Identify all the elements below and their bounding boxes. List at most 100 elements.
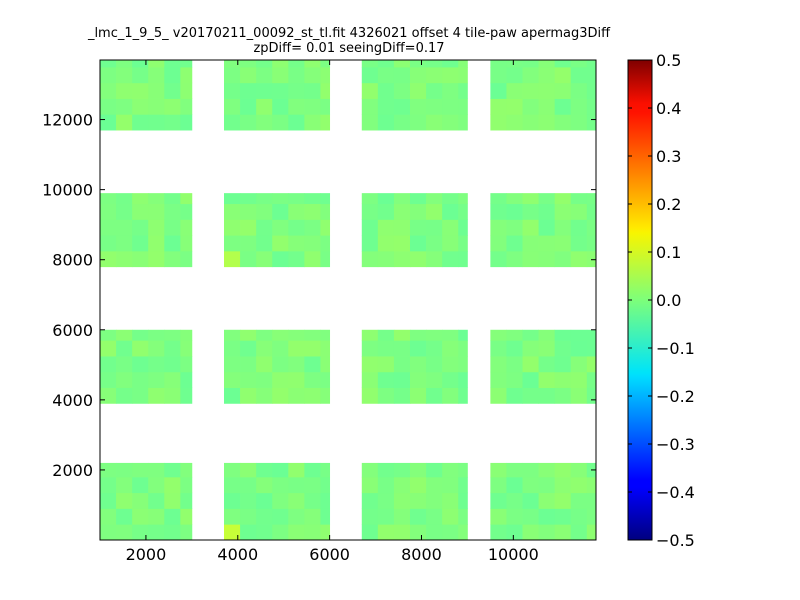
heatmap-cell — [256, 114, 273, 131]
heatmap-cell — [116, 462, 133, 478]
heatmap-cell — [538, 387, 556, 404]
plot-frame — [99, 59, 597, 541]
heatmap-cell — [240, 193, 257, 205]
heatmap-cell — [288, 476, 305, 494]
heatmap-cell — [586, 356, 596, 373]
heatmap-cell — [377, 387, 395, 404]
heatmap-cell — [442, 387, 459, 404]
heatmap-cell — [116, 329, 133, 341]
heatmap-cell — [148, 67, 165, 84]
heatmap-cell — [490, 98, 507, 115]
heatmap-cell — [148, 387, 165, 404]
heatmap-cell — [538, 476, 556, 494]
heatmap-cell — [100, 193, 117, 205]
heatmap-cell — [304, 67, 321, 84]
heatmap-cell — [490, 387, 507, 404]
heatmap-cell — [538, 203, 556, 220]
heatmap-cell — [554, 492, 572, 509]
heatmap-cell — [256, 67, 273, 84]
heatmap-cell — [224, 524, 241, 540]
heatmap-cell — [506, 193, 523, 205]
heatmap-cell — [410, 356, 427, 373]
heatmap-cell — [116, 371, 133, 388]
heatmap-cell — [100, 114, 117, 131]
heatmap-cell — [180, 476, 193, 494]
heatmap-cell — [148, 203, 165, 220]
heatmap-cell — [320, 67, 331, 84]
heatmap-cell — [426, 82, 443, 99]
heatmap-cell — [224, 356, 241, 373]
heatmap-cell — [164, 508, 181, 525]
heatmap-cell — [393, 340, 411, 357]
heatmap-cell — [180, 60, 193, 68]
heatmap-cell — [570, 371, 588, 388]
heatmap-cell — [458, 219, 468, 236]
heatmap-cell — [442, 250, 459, 268]
heatmap-cell — [377, 203, 395, 220]
heatmap-cell — [538, 250, 556, 268]
heatmap-cell — [320, 219, 331, 236]
heatmap-cell — [377, 60, 395, 68]
heatmap-cell — [148, 340, 165, 357]
heatmap-cell — [377, 329, 395, 341]
heatmap-cell — [100, 492, 117, 509]
heatmap-cell — [272, 60, 289, 68]
heatmap-cell — [554, 329, 572, 341]
heatmap-cell — [361, 356, 379, 373]
heatmap-cell — [164, 203, 181, 220]
heatmap-cell — [490, 508, 507, 525]
heatmap-cell — [361, 193, 379, 205]
heatmap-cell — [506, 524, 523, 540]
heatmap-cell — [148, 476, 165, 494]
x-tick-label: 2000 — [126, 545, 167, 564]
heatmap-cell — [506, 462, 523, 478]
colorbar-tick-label: 0.3 — [656, 147, 681, 166]
heatmap-cell — [100, 329, 117, 341]
heatmap-cell — [538, 114, 556, 131]
heatmap-cell — [288, 67, 305, 84]
heatmap-cell — [442, 235, 459, 252]
heatmap-cell — [148, 524, 165, 540]
heatmap-cell — [132, 340, 149, 357]
heatmap-cell — [377, 476, 395, 494]
heatmap-cell — [320, 508, 331, 525]
heatmap-cell — [458, 329, 468, 341]
heatmap-cell — [570, 98, 588, 115]
heatmap-cell — [410, 203, 427, 220]
heatmap-cell — [304, 98, 321, 115]
heatmap-cell — [320, 203, 331, 220]
heatmap-cell — [288, 60, 305, 68]
heatmap-cell — [100, 60, 117, 68]
heatmap-cell — [116, 219, 133, 236]
heatmap-cell — [522, 60, 539, 68]
heatmap-cell — [148, 508, 165, 525]
heatmap-cell — [304, 60, 321, 68]
heatmap-cell — [148, 219, 165, 236]
heatmap-cell — [522, 329, 539, 341]
heatmap-cell — [272, 371, 289, 388]
heatmap-cell — [132, 387, 149, 404]
colorbar-tick-label: −0.1 — [656, 339, 695, 358]
heatmap-cell — [240, 524, 257, 540]
heatmap-cell — [361, 492, 379, 509]
heatmap-cell — [100, 508, 117, 525]
y-tick-label: 8000 — [52, 251, 93, 270]
heatmap-cell — [240, 98, 257, 115]
heatmap-cell — [554, 67, 572, 84]
heatmap-cell — [586, 524, 596, 540]
heatmap-cell — [116, 67, 133, 84]
heatmap-cell — [393, 371, 411, 388]
heatmap-cell — [442, 492, 459, 509]
heatmap-cell — [586, 340, 596, 357]
heatmap-cell — [361, 329, 379, 341]
heatmap-cell — [490, 203, 507, 220]
heatmap-cell — [410, 371, 427, 388]
x-tick-label: 6000 — [309, 545, 350, 564]
heatmap-cell — [132, 219, 149, 236]
heatmap-cell — [377, 462, 395, 478]
heatmap-cell — [410, 329, 427, 341]
colorbar-tick-label: 0.2 — [656, 195, 681, 214]
heatmap-cell — [570, 387, 588, 404]
heatmap-cell — [554, 508, 572, 525]
